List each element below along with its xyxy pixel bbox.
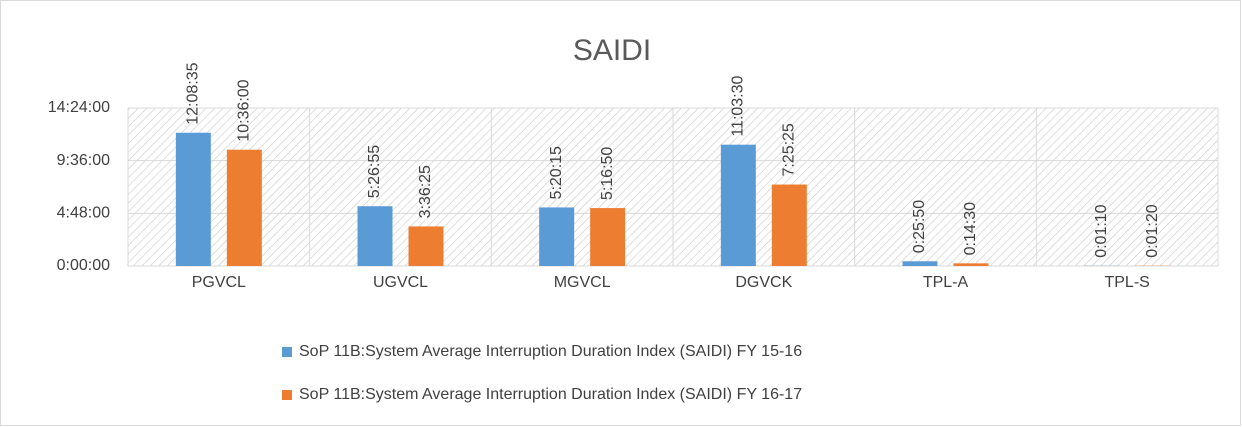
data-label: 0:25:50 (911, 200, 928, 253)
bar (226, 149, 262, 266)
data-label: 12:08:35 (185, 62, 202, 124)
bar (953, 263, 989, 266)
data-label: 0:01:10 (1093, 204, 1110, 257)
legend-swatch (282, 347, 292, 357)
x-tick-label: TPL-S (1104, 274, 1149, 291)
y-tick-label: 0:00:00 (57, 257, 110, 274)
chart-title: SAIDI (573, 34, 651, 67)
y-tick-label: 14:24:00 (48, 99, 110, 116)
data-label: 5:16:50 (599, 147, 616, 200)
data-label: 0:14:30 (962, 202, 979, 255)
bar (902, 261, 938, 266)
bar (720, 144, 756, 266)
legend-swatch (282, 390, 292, 400)
data-label: 5:20:15 (548, 146, 565, 199)
data-label: 11:03:30 (730, 75, 747, 136)
bar (771, 184, 807, 266)
data-label: 0:01:20 (1144, 204, 1161, 257)
x-tick-label: MGVCL (554, 274, 611, 291)
bar (175, 132, 211, 266)
bar (357, 206, 393, 266)
x-tick-label: TPL-A (923, 274, 969, 291)
legend-label: SoP 11B:System Average Interruption Dura… (299, 386, 802, 403)
bar (408, 226, 444, 266)
data-label: 10:36:00 (236, 79, 253, 141)
data-label: 7:25:25 (781, 123, 798, 176)
bar (539, 207, 575, 266)
bar (590, 208, 626, 266)
data-label: 3:36:25 (417, 165, 434, 218)
x-tick-label: PGVCL (192, 274, 246, 291)
legend-label: SoP 11B:System Average Interruption Dura… (299, 343, 802, 360)
y-tick-label: 4:48:00 (57, 205, 110, 222)
x-tick-label: UGVCL (373, 274, 428, 291)
data-label: 5:26:55 (366, 145, 383, 198)
y-tick-label: 9:36:00 (57, 152, 110, 169)
x-tick-label: DGVCK (735, 274, 792, 291)
